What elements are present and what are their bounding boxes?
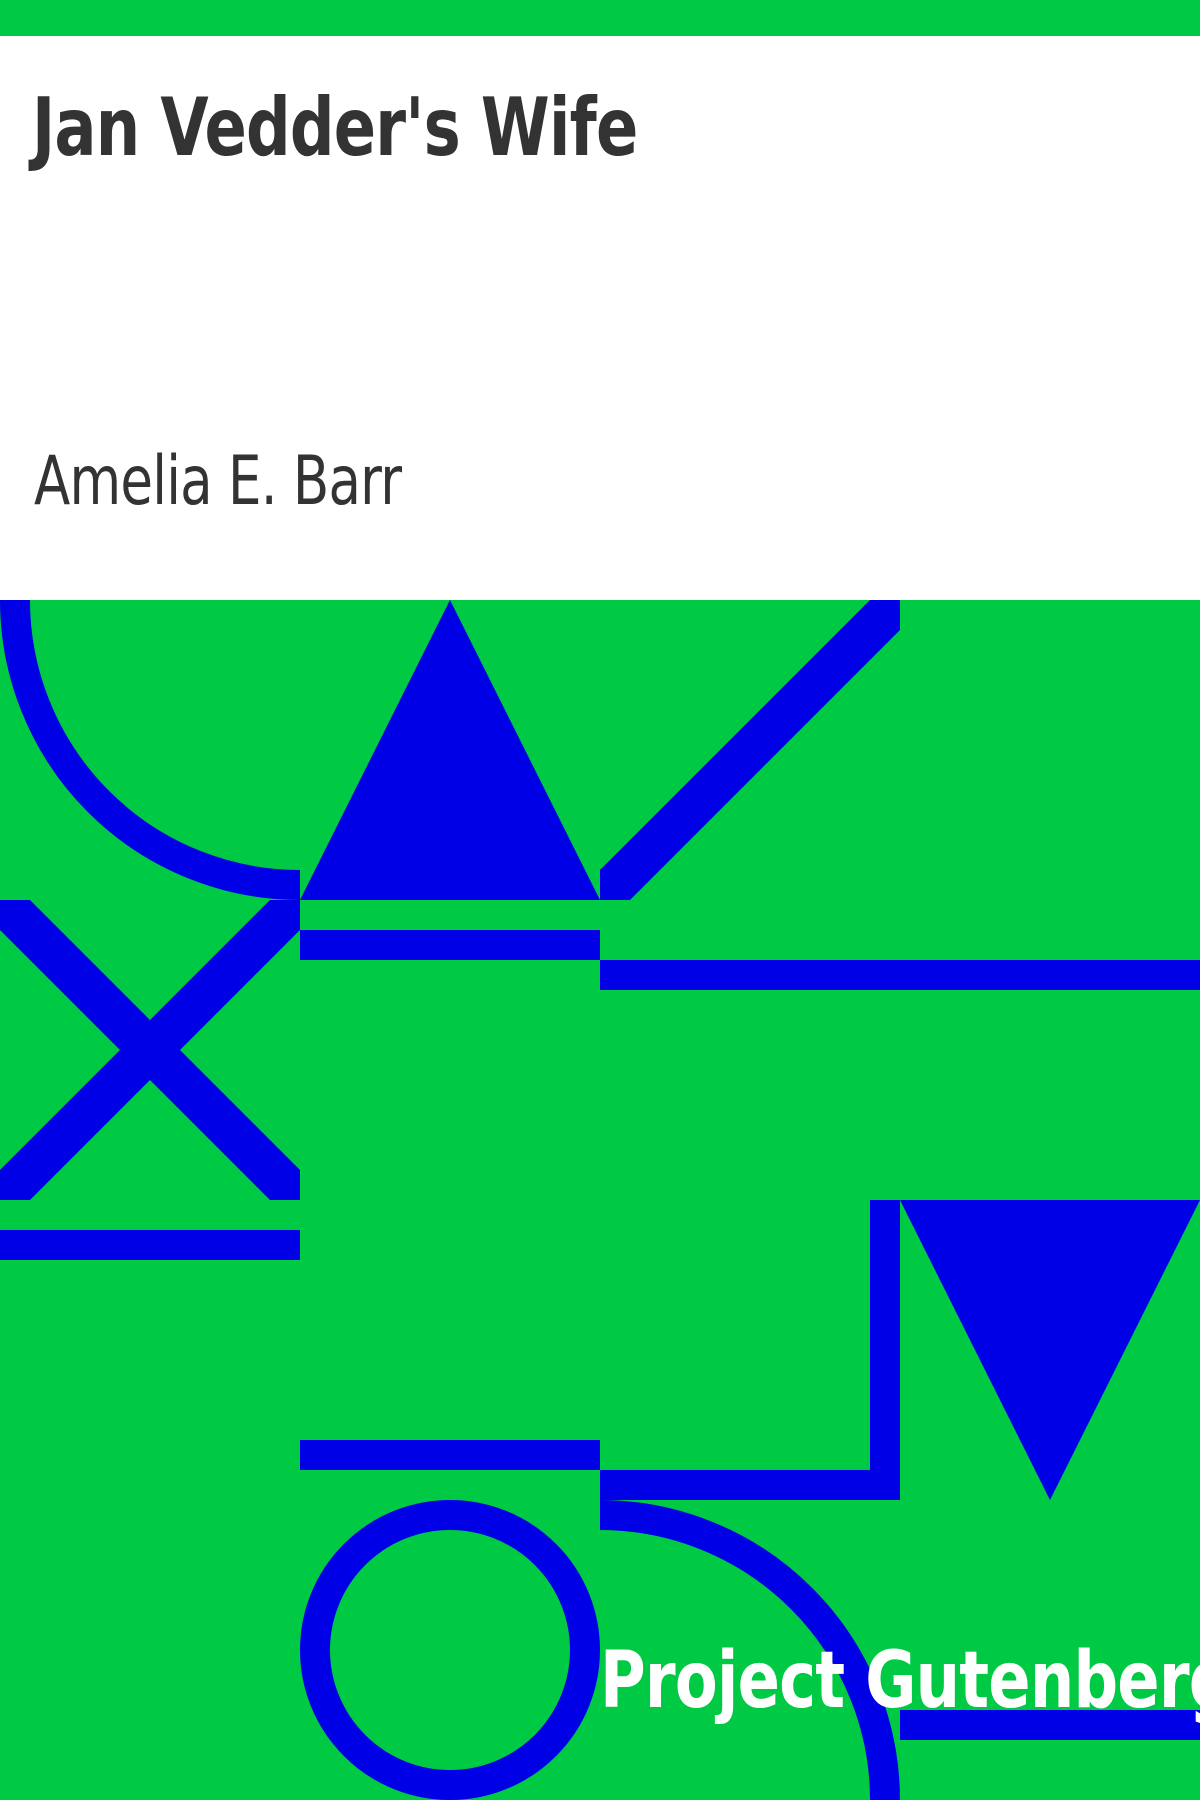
horizontal-bar-d [300, 1440, 600, 1470]
top-color-bar [0, 0, 1200, 36]
triangle-down-shape [900, 1200, 1200, 1500]
x-cross-line-b [0, 900, 300, 1200]
arc-shape [599, 1500, 900, 1800]
horizontal-bar-e [900, 1710, 1200, 1740]
book-title: Jan Vedder's Wife [32, 81, 638, 174]
cover-pattern [0, 600, 1200, 1800]
diagonal-line-shape [600, 600, 900, 900]
title-area [0, 36, 1200, 600]
quarter-circle-arc [0, 600, 301, 900]
book-author: Amelia E. Barr [34, 442, 402, 521]
horizontal-bar-a [300, 930, 600, 960]
horizontal-bar-b [600, 960, 1200, 990]
right-angle-horizontal [600, 1470, 900, 1500]
publisher-name: Project Gutenberg [600, 1636, 1200, 1726]
ring-shape [300, 1500, 600, 1800]
triangle-up-shape [300, 600, 600, 900]
horizontal-bar-c [0, 1230, 300, 1260]
right-angle-vertical [870, 1200, 900, 1500]
